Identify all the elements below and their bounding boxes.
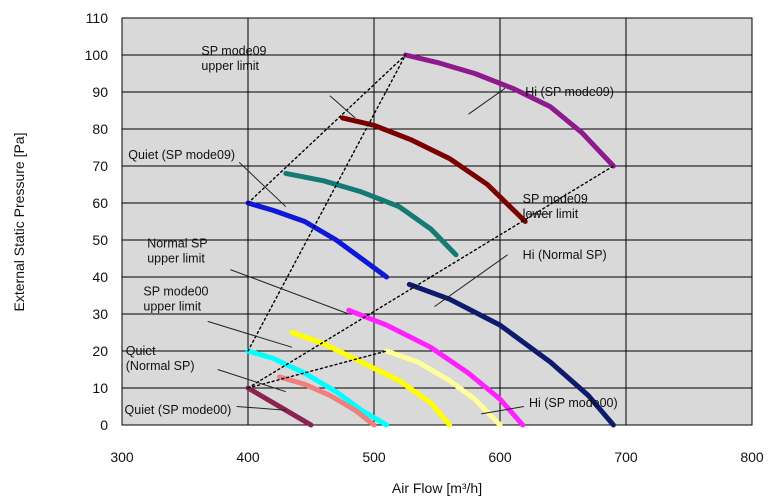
annotation-label: Normal SP (147, 237, 207, 251)
annotation-leader-6 (207, 320, 293, 348)
y-tick-label: 40 (92, 269, 108, 285)
annotation-label: Hi (SP mode00) (529, 396, 618, 410)
series-line-5 (346, 307, 526, 428)
annotation-leader-0 (329, 95, 356, 119)
limit-line-11 (247, 54, 407, 204)
x-tick-label: 800 (740, 449, 764, 465)
annotation-leader-1 (468, 87, 506, 115)
annotation-label: Hi (Normal SP) (523, 248, 607, 262)
annotation-label: SP mode09 (201, 44, 266, 58)
annotation-leader-7 (217, 369, 286, 393)
y-tick-label: 90 (92, 84, 108, 100)
annotation-leader-4 (230, 269, 349, 315)
y-tick-label: 110 (86, 10, 109, 26)
annotation-leader-2 (238, 161, 287, 208)
y-axis-title: External Static Pressure [Pa] (11, 133, 27, 312)
y-tick-label: 0 (100, 417, 108, 433)
annotation-leader-8 (236, 406, 286, 411)
series-line-9 (277, 374, 377, 428)
series-layer (245, 52, 616, 428)
annotation-label: Quiet (SP mode00) (125, 403, 232, 417)
gridlines (121, 17, 753, 426)
y-tick-label: 60 (92, 195, 108, 211)
annotation-leader-5 (434, 254, 508, 308)
x-tick-label: 700 (614, 449, 638, 465)
y-tick-label: 50 (92, 232, 108, 248)
y-tick-label: 10 (92, 380, 108, 396)
plot-background (121, 17, 753, 426)
annotation-label: upper limit (201, 59, 259, 73)
y-tick-label: 80 (92, 121, 108, 137)
x-tick-label: 600 (488, 449, 512, 465)
annotation-label: Hi (SP mode09) (525, 85, 614, 99)
annotation-label: SP mode00 (143, 285, 208, 299)
x-tick-labels: 300 400 500 600 700 800 (110, 449, 764, 465)
annotation-label: Quiet (126, 344, 156, 358)
annotation-label: upper limit (143, 300, 201, 314)
x-axis-title: Air Flow [m³/h] (392, 480, 482, 496)
series-line-2 (283, 170, 459, 258)
series-line-8 (245, 348, 390, 428)
annotation-leader-9 (481, 406, 525, 415)
y-tick-label: 100 (85, 47, 109, 63)
series-line-6 (289, 330, 453, 428)
y-tick-label: 20 (92, 343, 108, 359)
series-line-0 (403, 52, 616, 169)
y-tick-labels: 0 10 20 30 40 50 60 70 80 90 100 110 (85, 10, 109, 433)
series-line-3 (245, 200, 390, 280)
y-tick-label: 70 (92, 158, 108, 174)
x-tick-label: 300 (110, 449, 134, 465)
limit-line-12 (247, 54, 407, 352)
series-line-7 (384, 348, 503, 428)
annotation-label: lower limit (523, 207, 579, 221)
x-tick-label: 500 (362, 449, 386, 465)
series-line-10 (245, 385, 314, 428)
limit-line-13 (247, 165, 615, 389)
limit-line-14 (247, 350, 388, 389)
annotation-label: Quiet (SP mode09) (128, 148, 235, 162)
annotation-label: upper limit (147, 252, 205, 266)
annotation-label: SP mode09 (523, 192, 588, 206)
x-tick-label: 400 (236, 449, 260, 465)
series-line-4 (406, 281, 616, 428)
annotation-label: (Normal SP) (126, 359, 195, 373)
y-tick-label: 30 (92, 306, 108, 322)
